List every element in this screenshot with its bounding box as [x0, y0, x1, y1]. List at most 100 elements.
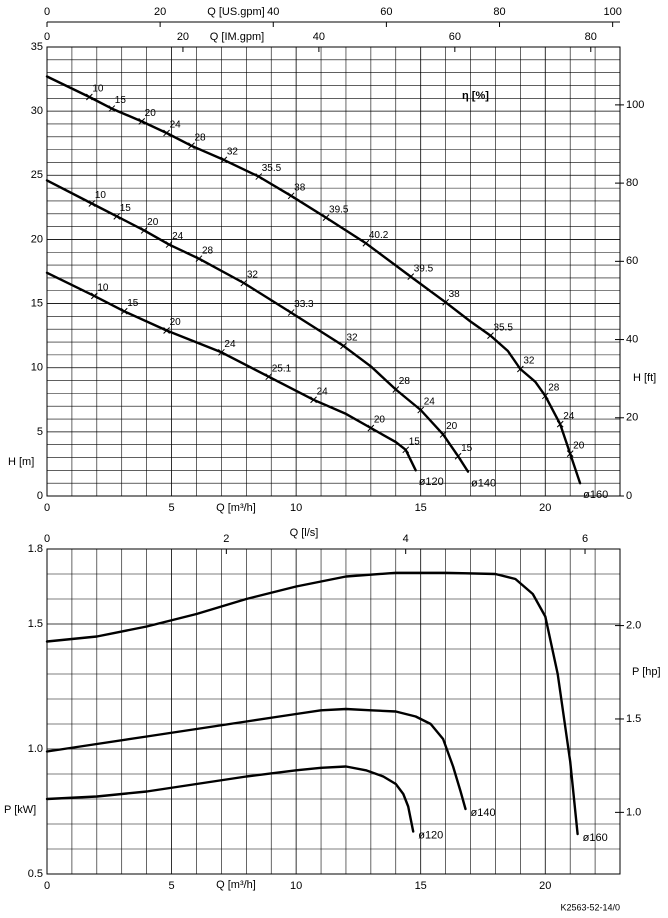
x2-tick-label: 60 — [380, 6, 392, 18]
eta-marker — [255, 173, 263, 180]
eta-label: 25.1 — [272, 363, 292, 374]
eta-label: 20 — [170, 317, 182, 328]
x3-tick-label: 20 — [177, 31, 189, 43]
eta-label: 28 — [399, 376, 411, 387]
x-tick-label: 10 — [290, 880, 302, 892]
eta-marker — [516, 365, 524, 373]
x-tick-label: 20 — [539, 880, 551, 892]
eta-marker — [487, 332, 494, 339]
eta-label: 20 — [446, 421, 458, 432]
eta-marker — [310, 396, 317, 404]
eta-label: 20 — [147, 217, 159, 228]
x3-axis-title: Q [IM.gpm] — [210, 31, 264, 43]
eta-label: 32 — [247, 270, 259, 281]
eta-marker — [120, 307, 128, 315]
eta-label: 15 — [461, 443, 473, 454]
eta-marker — [392, 386, 400, 393]
footer: K2563-52-14/0 — [560, 902, 620, 912]
eta-label: 20 — [145, 108, 157, 119]
curve-label: ø120 — [419, 476, 444, 488]
x2-tick-label: 0 — [44, 533, 50, 545]
eta-marker — [417, 406, 425, 414]
eta-marker — [113, 212, 121, 220]
eta-marker — [220, 156, 228, 164]
x3-tick-label: 40 — [313, 31, 325, 43]
plot-frame — [46, 46, 621, 497]
y-tick-label: 35 — [31, 41, 43, 53]
y-axis-title: H [m] — [8, 456, 34, 468]
x3-tick-label: 80 — [585, 31, 597, 43]
curve — [45, 271, 417, 472]
x2-tick-label: 4 — [403, 533, 409, 545]
y2-tick-label: 40 — [626, 333, 638, 345]
eta-label: 20 — [374, 415, 386, 426]
eta-label: 15 — [120, 203, 132, 214]
curve — [45, 75, 582, 485]
curve-label: ø120 — [418, 829, 443, 841]
eta-marker — [287, 192, 295, 200]
eta-label: 24 — [424, 397, 436, 408]
eta-marker — [140, 227, 148, 234]
x2-axis-title: Q [US.gpm] — [207, 6, 264, 18]
eta-marker — [240, 279, 248, 287]
x-tick-label: 15 — [415, 502, 427, 514]
x2-tick-label: 40 — [267, 6, 279, 18]
eta-marker — [402, 446, 410, 454]
x2-tick-label: 6 — [582, 533, 588, 545]
x2-axis-title: Q [l/s] — [290, 527, 319, 539]
x2-tick-label: 20 — [154, 6, 166, 18]
eta-label: 15 — [127, 298, 139, 309]
y2-tick-label: 100 — [626, 99, 644, 111]
y-tick-label: 1.5 — [28, 618, 43, 630]
y-tick-label: 25 — [31, 169, 43, 181]
x2-tick-label: 80 — [493, 6, 505, 18]
x-tick-label: 15 — [415, 880, 427, 892]
curve — [45, 707, 467, 811]
eta-label: 15 — [409, 436, 421, 447]
eta-marker — [85, 93, 93, 101]
eta-label: 39.5 — [329, 204, 349, 215]
eta-marker — [340, 342, 347, 350]
curve-label: ø140 — [471, 478, 496, 490]
y-tick-label: 1.8 — [28, 543, 43, 555]
curve — [45, 571, 579, 836]
eta-marker — [287, 309, 295, 316]
x-tick-label: 10 — [290, 502, 302, 514]
eta-marker — [88, 200, 96, 207]
y-tick-label: 1.0 — [28, 743, 43, 755]
eta-label: 10 — [95, 190, 107, 201]
eta-marker — [195, 255, 203, 263]
eta-marker — [265, 373, 273, 381]
eta-marker — [362, 239, 370, 247]
y2-tick-label: 80 — [626, 177, 638, 189]
y2-tick-label: 0 — [626, 490, 632, 502]
eta-label: 35.5 — [262, 163, 282, 174]
eta-label: 24 — [317, 386, 329, 397]
x-axis-title: Q [m³/h] — [216, 502, 256, 514]
y-tick-label: 30 — [31, 105, 43, 117]
eta-label: 40.2 — [369, 230, 389, 241]
curve — [45, 179, 470, 473]
x3-tick-label: 60 — [449, 31, 461, 43]
eta-marker — [566, 450, 574, 458]
curve-label: ø160 — [583, 489, 608, 501]
curve-label: ø160 — [583, 832, 608, 844]
eta-marker — [218, 348, 225, 356]
curve-label: ø140 — [471, 807, 496, 819]
x-tick-label: 20 — [539, 502, 551, 514]
eta-marker — [322, 214, 330, 221]
y-tick-label: 0 — [37, 490, 43, 502]
y2-tick-label: 1.0 — [626, 806, 641, 818]
x-tick-label: 5 — [169, 502, 175, 514]
y2-axis-title: P [hp] — [632, 666, 661, 678]
eta-label: 28 — [194, 132, 206, 143]
y2-tick-label: 60 — [626, 255, 638, 267]
eta-marker — [454, 452, 462, 460]
x2-tick-label: 0 — [44, 6, 50, 18]
y2-tick-label: 1.5 — [626, 713, 641, 725]
eta-label: 10 — [92, 84, 104, 95]
eta-marker — [556, 420, 564, 428]
eta-marker — [407, 273, 415, 280]
eta-label: 32 — [523, 356, 535, 367]
